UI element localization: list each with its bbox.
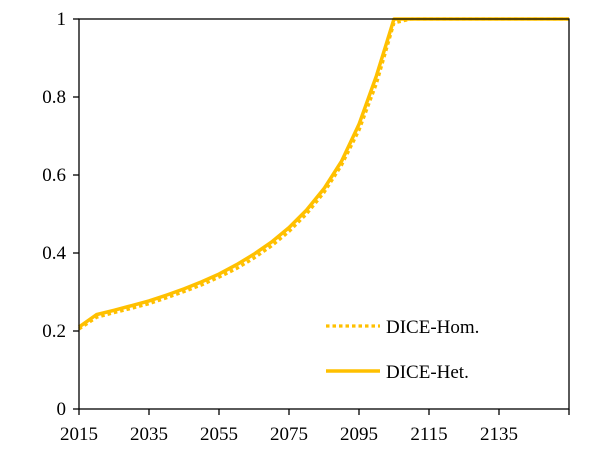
x-tick-label: 2055 (200, 424, 238, 445)
x-tick-label: 2135 (480, 424, 518, 445)
y-tick-label: 0.2 (42, 321, 66, 342)
y-tick-label: 0.6 (42, 165, 66, 186)
y-tick-label: 0.4 (42, 243, 66, 264)
series-line-dice-hom (78, 17, 569, 331)
series-layer (77, 17, 569, 331)
x-tick-label: 2035 (130, 424, 168, 445)
legend: DICE-Hom. DICE-Het. (326, 317, 479, 383)
legend-label-dice-hom: DICE-Hom. (386, 317, 479, 338)
legend-label-dice-het: DICE-Het. (386, 362, 469, 383)
x-tick-label: 2115 (410, 424, 447, 445)
y-axis-ticks: 0 0.2 0.4 0.6 0.8 1 (42, 9, 79, 420)
x-tick-label: 2015 (60, 424, 98, 445)
axes: 00.20.40.60.81 2015 2035 2055 2075 2095 2115 2… (42, 9, 570, 445)
x-axis-ticks: 2015 2035 2055 2075 2095 2115 2135 (60, 409, 570, 445)
plot-frame (78, 18, 570, 410)
x-tick-label: 2075 (270, 424, 308, 445)
y-tick-label: 0 (57, 399, 67, 420)
series-line-dice-het (77, 17, 569, 329)
y-tick-label: 1 (57, 9, 67, 30)
x-tick-label: 2095 (340, 424, 378, 445)
y-tick-label: 0.8 (42, 87, 66, 108)
